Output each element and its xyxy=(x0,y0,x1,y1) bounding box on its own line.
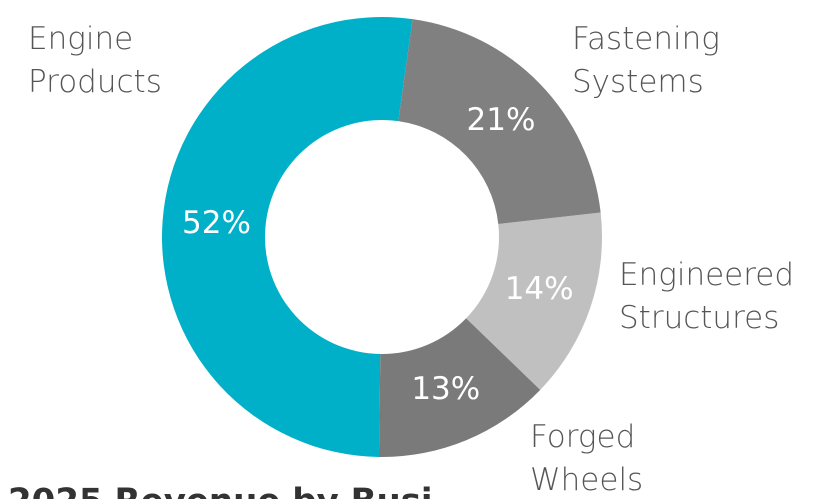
value-label: 13% xyxy=(411,371,480,407)
category-label: Engine Products xyxy=(28,21,162,100)
donut-segment xyxy=(378,318,541,457)
value-label: 52% xyxy=(182,205,251,241)
value-label: 14% xyxy=(505,271,574,307)
category-label: Fastening Systems xyxy=(572,21,720,100)
donut-segment xyxy=(466,212,603,390)
category-label: Engineered Structures xyxy=(619,257,794,336)
value-label: 21% xyxy=(467,102,536,138)
donut-segment xyxy=(161,16,413,457)
category-label: Forged Wheels xyxy=(530,419,643,498)
chart-title: 2025 Revenue by Busi xyxy=(8,482,433,499)
donut-segment xyxy=(398,19,601,224)
